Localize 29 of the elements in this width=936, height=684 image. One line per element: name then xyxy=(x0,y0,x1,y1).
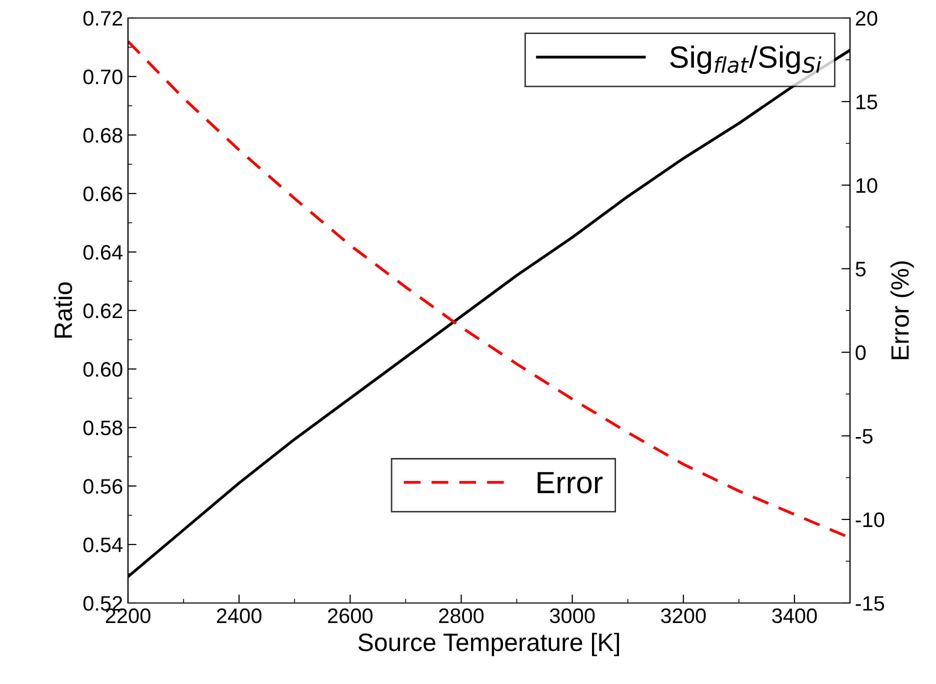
x-tick-label: 2400 xyxy=(216,608,262,624)
y2-tick-label: 0 xyxy=(856,345,866,360)
y-tick-label: 0.70 xyxy=(83,70,122,84)
y2-tick-label: -15 xyxy=(856,596,884,611)
x-tick-label: 3200 xyxy=(661,608,706,624)
y2-axis-title: Error (%) xyxy=(890,261,914,360)
y-tick-label: 0.72 xyxy=(83,11,122,26)
y2-tick-label: -5 xyxy=(856,429,873,444)
legend-label: Sig$_{flat}$/Sig$_{Si}$ xyxy=(670,46,822,74)
y2-tick-label: 10 xyxy=(856,178,878,193)
y-tick-label: 0.58 xyxy=(83,420,122,436)
x-tick-label: 3000 xyxy=(550,608,595,624)
y2-tick-label: -10 xyxy=(856,512,884,528)
x-axis-title: Source Temperature [K] xyxy=(358,632,620,656)
y-tick-label: 0.62 xyxy=(83,304,122,318)
y-tick-label: 0.60 xyxy=(83,362,122,377)
y2-tick-label: 15 xyxy=(856,94,878,110)
y-axis-title: Ratio xyxy=(54,282,72,338)
y-tick-label: 0.64 xyxy=(83,245,123,260)
x-tick-label: 3400 xyxy=(772,608,817,624)
y-tick-label: 0.54 xyxy=(83,538,123,552)
y2-tick-label: 5 xyxy=(856,262,866,276)
y-tick-label: 0.56 xyxy=(83,479,122,494)
y-tick-label: 0.66 xyxy=(83,186,122,202)
x-tick-label: 2800 xyxy=(439,608,484,624)
legend-label: Error xyxy=(538,472,603,494)
y-tick-label: 0.68 xyxy=(83,128,122,143)
y2-tick-label: 20 xyxy=(856,11,878,26)
x-tick-label: 2600 xyxy=(328,608,373,624)
